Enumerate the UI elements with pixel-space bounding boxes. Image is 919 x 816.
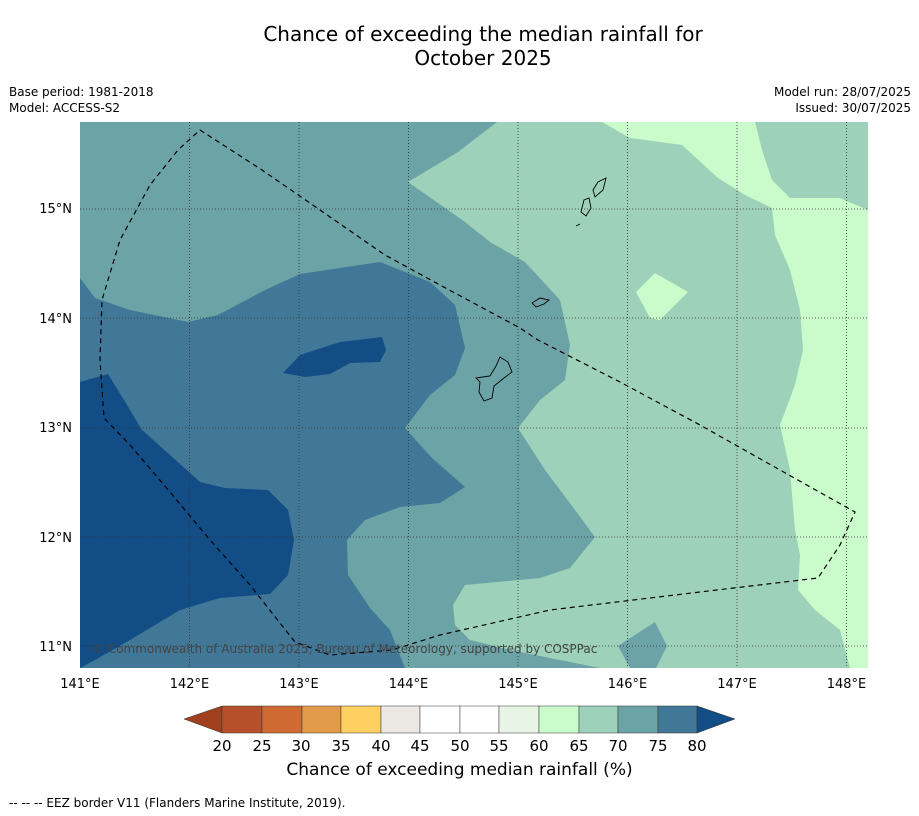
colorbar-tick: 20	[212, 737, 231, 755]
region-60-65-small	[636, 273, 688, 320]
eez-border	[99, 129, 856, 656]
island-aguijan	[575, 223, 581, 227]
rainfall-map: © Commonwealth of Australia 2025, Bureau…	[80, 122, 868, 668]
lon-tick-labels: 141°E 142°E 143°E 144°E 145°E 146°E 147°…	[60, 677, 866, 692]
colorbar-cell	[340, 705, 382, 734]
island-tinian	[580, 197, 592, 217]
lat-tick: 15°N	[39, 202, 72, 217]
colorbar-tick: 75	[648, 737, 667, 755]
region-60-65	[602, 122, 868, 668]
meta-left: Base period: 1981-2018 Model: ACCESS-S2	[9, 84, 154, 116]
title-line-2: October 2025	[414, 46, 552, 70]
colorbar-cell	[380, 705, 421, 734]
lon-tick: 141°E	[60, 677, 100, 692]
colorbar-arrow-low	[183, 705, 223, 734]
base-period: Base period: 1981-2018	[9, 85, 154, 99]
region-70-75-small	[618, 622, 667, 668]
colorbar-cell	[657, 705, 698, 734]
model-run: Model run: 28/07/2025	[773, 85, 911, 99]
lon-tick: 145°E	[498, 677, 538, 692]
region-65-70-top-right	[755, 122, 868, 210]
region-65-70	[408, 122, 868, 668]
lon-tick: 143°E	[279, 677, 319, 692]
lon-tick: 146°E	[608, 677, 648, 692]
chart-title: Chance of exceeding the median rainfall …	[0, 22, 919, 70]
eez-footnote: -- -- -- EEZ border V11 (Flanders Marine…	[9, 796, 346, 810]
colorbar-cell	[419, 705, 461, 734]
region-above-80-small	[283, 337, 386, 377]
issued-date: Issued: 30/07/2025	[795, 101, 911, 115]
islands	[475, 177, 607, 402]
colorbar-tick: 25	[252, 737, 271, 755]
colorbar-tick: 70	[608, 737, 627, 755]
lon-tick: 144°E	[389, 677, 429, 692]
lat-tick: 12°N	[39, 531, 72, 546]
meta-right: Model run: 28/07/2025 Issued: 30/07/2025	[774, 84, 911, 116]
lon-tick: 148°E	[827, 677, 867, 692]
lon-tick: 147°E	[717, 677, 757, 692]
graticule	[80, 122, 868, 668]
lat-tick: 11°N	[39, 640, 72, 655]
colorbar	[183, 705, 736, 734]
colorbar-title: Chance of exceeding median rainfall (%)	[286, 760, 633, 780]
colorbar-tick: 35	[331, 737, 350, 755]
colorbar-tick: 55	[489, 737, 508, 755]
colorbar-tick: 40	[371, 737, 390, 755]
copyright-text: © Commonwealth of Australia 2025, Bureau…	[92, 642, 597, 656]
lat-tick: 14°N	[39, 312, 72, 327]
colorbar-cell	[498, 705, 540, 734]
island-rota	[531, 297, 551, 308]
colorbar-cell	[301, 705, 342, 734]
colorbar-arrow-high	[696, 705, 736, 734]
colorbar-cell	[261, 705, 303, 734]
colorbar-tick: 30	[291, 737, 310, 755]
colorbar-cell	[459, 705, 500, 734]
colorbar-tick-labels: 20 25 30 35 40 45 50 55 60 65 70 75 80	[212, 737, 706, 755]
model-name: Model: ACCESS-S2	[9, 101, 121, 115]
lat-tick: 13°N	[39, 421, 72, 436]
colorbar-cell	[538, 705, 580, 734]
colorbar-tick: 45	[410, 737, 429, 755]
colorbar-cell	[617, 705, 659, 734]
region-above-80	[80, 374, 294, 668]
colorbar-tick: 50	[450, 737, 469, 755]
island-guam	[475, 356, 513, 402]
lon-tick: 142°E	[170, 677, 210, 692]
lat-tick-labels: 15°N 14°N 13°N 12°N 11°N	[39, 202, 72, 655]
colorbar-tick: 60	[529, 737, 548, 755]
colorbar-tick: 80	[687, 737, 706, 755]
colorbar-tick: 65	[569, 737, 588, 755]
title-line-1: Chance of exceeding the median rainfall …	[263, 22, 703, 46]
colorbar-cell	[578, 705, 619, 734]
colorbar-cell	[221, 705, 263, 734]
island-saipan	[592, 177, 607, 198]
